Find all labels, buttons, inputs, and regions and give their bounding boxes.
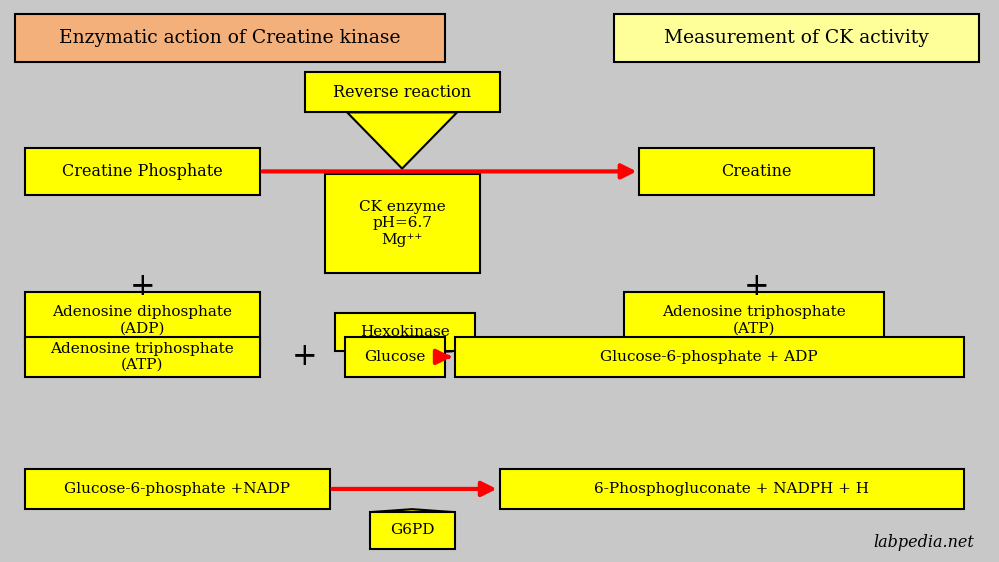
- FancyBboxPatch shape: [335, 313, 475, 351]
- Text: Adenosine diphosphate
(ADP): Adenosine diphosphate (ADP): [52, 305, 233, 336]
- Polygon shape: [348, 112, 457, 169]
- FancyBboxPatch shape: [25, 292, 260, 348]
- Text: Glucose: Glucose: [364, 350, 426, 364]
- Polygon shape: [357, 351, 453, 354]
- FancyBboxPatch shape: [639, 148, 874, 196]
- Text: Hexokinase: Hexokinase: [360, 325, 450, 339]
- Text: +: +: [744, 271, 769, 302]
- Text: Glucose-6-phosphate + ADP: Glucose-6-phosphate + ADP: [600, 350, 818, 364]
- Text: Measurement of CK activity: Measurement of CK activity: [664, 29, 929, 47]
- Text: Glucose-6-phosphate +NADP: Glucose-6-phosphate +NADP: [64, 482, 291, 496]
- FancyBboxPatch shape: [345, 337, 445, 377]
- Text: Adenosine triphosphate
(ATP): Adenosine triphosphate (ATP): [51, 342, 234, 372]
- FancyBboxPatch shape: [370, 512, 455, 549]
- Text: Enzymatic action of Creatine kinase: Enzymatic action of Creatine kinase: [59, 29, 401, 47]
- FancyBboxPatch shape: [25, 469, 330, 509]
- Text: Reverse reaction: Reverse reaction: [333, 84, 472, 101]
- Text: 6-Phosphogluconate + NADPH + H: 6-Phosphogluconate + NADPH + H: [594, 482, 869, 496]
- FancyBboxPatch shape: [25, 337, 260, 377]
- FancyBboxPatch shape: [624, 292, 884, 348]
- Text: G6PD: G6PD: [390, 523, 435, 537]
- Text: labpedia.net: labpedia.net: [873, 534, 974, 551]
- Text: Creatine Phosphate: Creatine Phosphate: [62, 163, 223, 180]
- FancyBboxPatch shape: [614, 14, 979, 62]
- FancyBboxPatch shape: [455, 337, 964, 377]
- Text: Adenosine triphosphate
(ATP): Adenosine triphosphate (ATP): [662, 305, 846, 336]
- Text: +: +: [292, 341, 318, 373]
- Text: Creatine: Creatine: [721, 163, 792, 180]
- Polygon shape: [372, 509, 452, 512]
- Text: CK enzyme
pH=6.7
Mg⁺⁺: CK enzyme pH=6.7 Mg⁺⁺: [359, 200, 446, 247]
- FancyBboxPatch shape: [305, 72, 500, 112]
- Text: +: +: [130, 271, 155, 302]
- FancyBboxPatch shape: [325, 174, 480, 273]
- FancyBboxPatch shape: [500, 469, 964, 509]
- FancyBboxPatch shape: [15, 14, 445, 62]
- FancyBboxPatch shape: [25, 148, 260, 196]
